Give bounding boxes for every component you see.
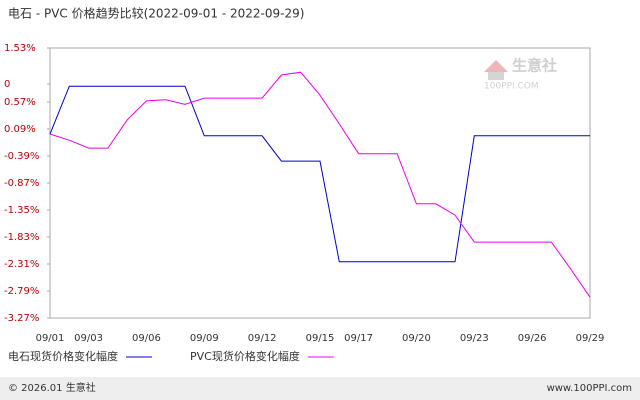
y-tick-label: -0.87%: [4, 178, 39, 189]
watermark: 生意社 100PPI.COM: [484, 57, 557, 92]
y-tick-label: 0.09%: [4, 124, 36, 135]
series-line: [49, 85, 590, 263]
watermark-logo: [484, 60, 508, 72]
x-tick-label: 09/03: [74, 333, 103, 344]
chart-title: 电石 - PVC 价格趋势比较(2022-09-01 - 2022-09-29): [8, 6, 304, 21]
x-tick-label: 09/01: [36, 333, 65, 344]
footer-bar: [0, 377, 640, 400]
y-tick-label: -2.79%: [4, 286, 39, 297]
watermark-brand: 生意社: [512, 57, 557, 75]
y-tick-label: 0: [4, 79, 10, 90]
x-tick-label: 09/06: [132, 333, 161, 344]
y-tick-label: -2.31%: [4, 259, 39, 270]
x-tick-label: 09/26: [518, 333, 547, 344]
footer-copyright: © 2026.01 生意社: [8, 381, 96, 394]
y-tick-label: -3.27%: [4, 313, 39, 324]
x-tick-label: 09/09: [190, 333, 219, 344]
x-tick-label: 09/17: [344, 333, 373, 344]
footer-site: www.100PPI.com: [547, 383, 632, 394]
y-tick-label: 1.53%: [4, 43, 36, 54]
x-tick-label: 09/23: [460, 333, 489, 344]
x-tick-label: 09/12: [248, 333, 277, 344]
watermark-site: 100PPI.COM: [484, 82, 539, 92]
legend-label: 电石现货价格变化幅度: [8, 349, 118, 363]
x-tick-label: 09/20: [402, 333, 431, 344]
series-line: [49, 71, 591, 298]
x-tick-label: 09/29: [576, 333, 605, 344]
y-tick-label: -1.35%: [4, 205, 39, 216]
watermark-logo-base: [488, 72, 504, 80]
y-tick-label: -1.83%: [4, 232, 39, 243]
y-tick-label: -0.39%: [4, 151, 39, 162]
x-tick-label: 09/15: [306, 333, 335, 344]
legend-label: PVC现货价格变化幅度: [190, 349, 300, 363]
y-tick-label: 0.57%: [4, 97, 36, 108]
